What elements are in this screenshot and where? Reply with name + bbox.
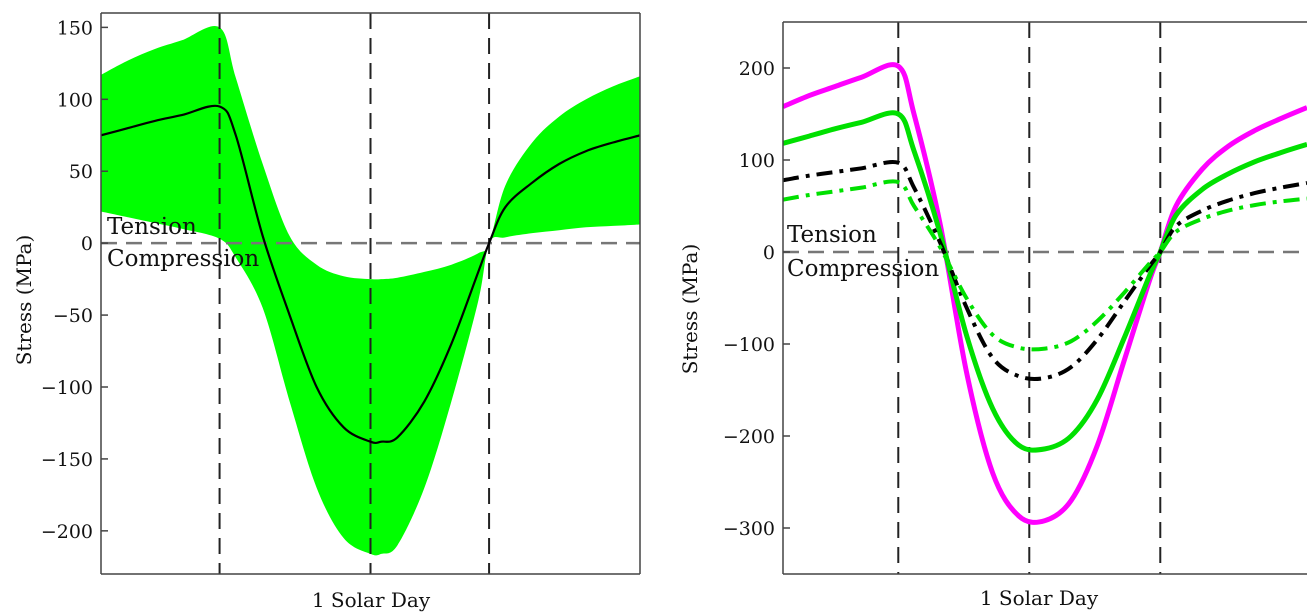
left-y-ticks: 150 100 50 0 −50 −100 −150 −200 [41, 17, 108, 543]
left-chart: 150 100 50 0 −50 −100 −150 −200 1 Solar Day Str… [12, 12, 641, 612]
left-y-axis-label: Stress (MPa) [12, 235, 36, 366]
left-y-tick-label: −150 [41, 449, 93, 471]
left-x-axis-label: 1 Solar Day [312, 588, 431, 612]
right-plot-area [783, 22, 1307, 574]
right-compression-label: Compression [787, 256, 939, 282]
right-tension-label: Tension [787, 222, 877, 248]
right-y-tick-label: 100 [739, 150, 775, 172]
right-series-1-line [783, 62, 1307, 525]
left-y-tick-label: 0 [81, 233, 93, 255]
right-y-tick-label: −300 [723, 518, 775, 540]
left-y-tick-label: 100 [57, 89, 93, 111]
left-y-tick-label: 50 [69, 161, 93, 183]
right-x-axis-label: 1 Solar Day [980, 586, 1099, 610]
left-y-tick-label: −100 [41, 377, 93, 399]
right-y-tick-label: −100 [723, 334, 775, 356]
left-plot-area [101, 13, 640, 574]
right-y-ticks: 200 100 0 −100 −200 −300 [723, 58, 790, 540]
left-series-1-line [101, 104, 640, 445]
left-y-tick-label: −200 [41, 521, 93, 543]
right-chart: 200 100 0 −100 −200 −300 1 Solar Day Stress (… [678, 21, 1307, 610]
right-y-tick-label: −200 [723, 426, 775, 448]
left-clipped-plot [101, 13, 640, 574]
left-y-tick-label: −50 [53, 305, 93, 327]
right-axes-frame [782, 21, 1307, 575]
right-clipped-plot [783, 22, 1307, 574]
right-y-tick-label: 0 [763, 242, 775, 264]
left-axes-frame [100, 12, 641, 575]
right-series-4-line [783, 179, 1307, 352]
left-y-tick-label: 150 [57, 17, 93, 39]
left-tension-label: Tension [107, 214, 197, 240]
right-series-2-line [783, 110, 1307, 453]
right-y-tick-label: 200 [739, 58, 775, 80]
right-y-axis-label: Stress (MPa) [678, 244, 702, 375]
left-compression-label: Compression [107, 246, 259, 272]
